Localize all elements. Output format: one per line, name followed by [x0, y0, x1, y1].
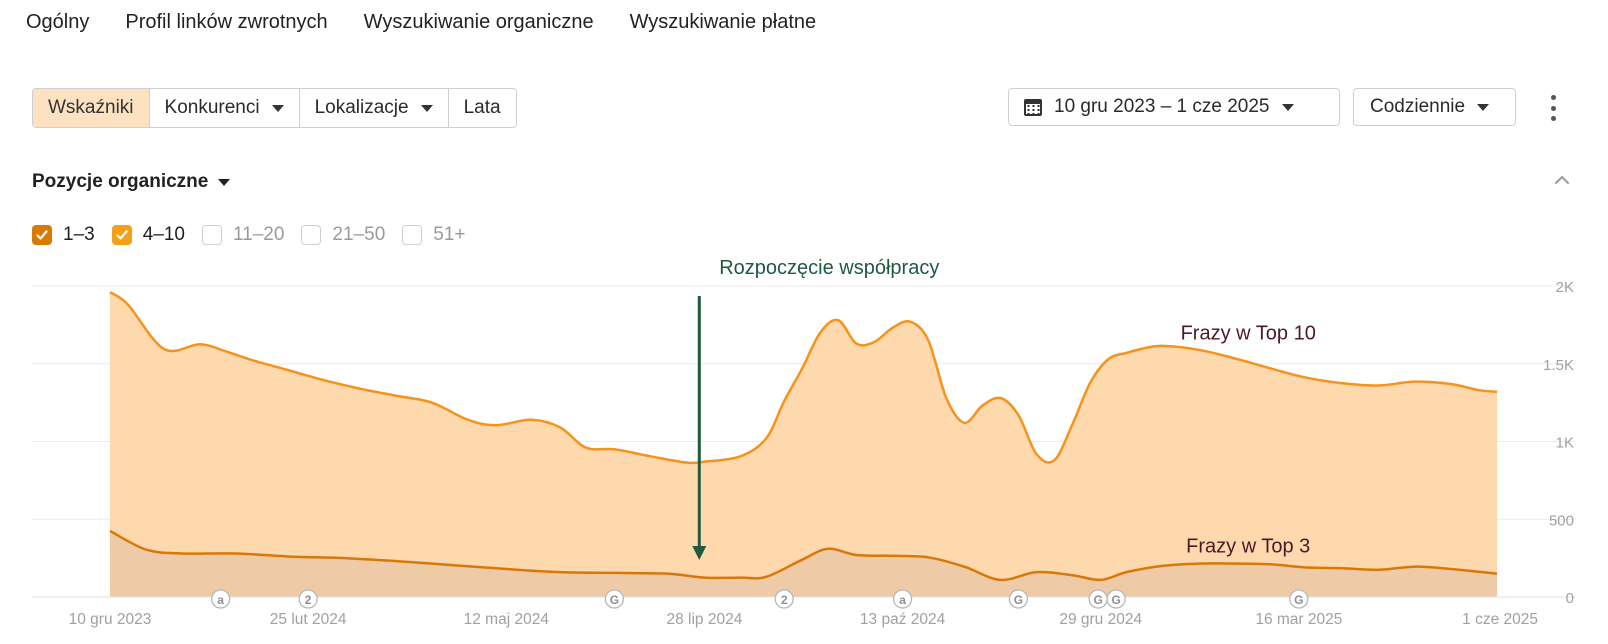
- tab-profil-linkow[interactable]: Profil linków zwrotnych: [125, 11, 328, 33]
- date-range-label: 10 gru 2023 – 1 cze 2025: [1054, 96, 1270, 117]
- section-title: Pozycje organiczne: [32, 171, 209, 192]
- caret-down-icon: [1281, 103, 1294, 111]
- segment-konkurenci-label: Konkurenci: [164, 97, 260, 118]
- event-marker: [604, 589, 625, 609]
- series-legend: 1–3 4–10 11–20 21–50 51+: [32, 224, 483, 246]
- y-tick-label: 1K: [1556, 435, 1574, 452]
- section-title-dropdown[interactable]: Pozycje organiczne: [32, 171, 231, 193]
- series-line-1-3: [109, 529, 1498, 582]
- date-range-button[interactable]: 10 gru 2023 – 1 cze 2025: [1008, 88, 1340, 126]
- legend-label-11-20: 11–20: [232, 224, 285, 245]
- x-tick-label: 25 lut 2024: [270, 611, 347, 628]
- segment-lata[interactable]: Lata: [447, 89, 516, 127]
- legend-label-21-50: 21–50: [332, 224, 386, 245]
- organic-positions-chart: 2K 1.5K 1K 500 0 10 gru 2023 25 lut 2024 12 maj…: [32, 257, 1576, 628]
- y-tick-label: 500: [1549, 512, 1574, 529]
- area-fill-4-10: [110, 292, 1497, 597]
- legend-label-4-10: 4–10: [142, 224, 185, 245]
- segment-lata-label: Lata: [463, 97, 501, 118]
- tab-ogolny[interactable]: Ogólny: [26, 11, 90, 33]
- x-tick-label: 16 mar 2025: [1255, 611, 1342, 628]
- event-marker-glyph: G: [1111, 593, 1120, 607]
- series-label: Frazy w Top 10: [1181, 323, 1316, 345]
- legend-label-1-3: 1–3: [63, 224, 95, 245]
- event-marker: [211, 589, 231, 609]
- caret-down-icon: [271, 104, 284, 112]
- view-segment-control: Wskaźniki Konkurenci Lokalizacje Lata: [32, 88, 517, 128]
- checkbox-empty-icon: [402, 225, 423, 245]
- event-marker-glyph: G: [610, 593, 619, 607]
- caret-down-icon: [1477, 103, 1490, 111]
- checkbox-checked-icon: [111, 225, 132, 245]
- segment-wskazniki[interactable]: Wskaźniki: [33, 89, 149, 127]
- event-marker-glyph: G: [1294, 593, 1303, 607]
- y-tick-label: 1.5K: [1543, 357, 1574, 374]
- tab-wyszukiwanie-platne[interactable]: Wyszukiwanie płatne: [629, 11, 817, 33]
- legend-item-4-10[interactable]: 4–10: [111, 224, 185, 246]
- series-label: Frazy w Top 3: [1186, 536, 1310, 558]
- checkbox-empty-icon: [301, 225, 322, 245]
- event-marker: [1008, 589, 1029, 609]
- top-nav: Ogólny Profil linków zwrotnych Wyszukiwa…: [26, 10, 816, 34]
- x-tick-label: 10 gru 2023: [69, 611, 152, 628]
- more-options-icon[interactable]: [1548, 95, 1558, 121]
- frequency-label: Codziennie: [1370, 96, 1466, 117]
- annotation-label: Rozpoczęcie współpracy: [719, 257, 939, 279]
- checkbox-empty-icon: [201, 225, 222, 245]
- event-marker: [298, 589, 318, 609]
- caret-down-icon: [218, 178, 231, 186]
- calendar-icon: [1024, 98, 1042, 116]
- event-marker-glyph: a: [217, 593, 224, 607]
- series-line-4-10: [109, 291, 1498, 465]
- tab-wyszukiwanie-organiczne[interactable]: Wyszukiwanie organiczne: [363, 11, 594, 33]
- event-marker-glyph: 2: [781, 593, 788, 607]
- x-tick-label: 1 cze 2025: [1462, 611, 1538, 628]
- segment-lokalizacje[interactable]: Lokalizacje: [298, 89, 448, 127]
- legend-item-21-50[interactable]: 21–50: [301, 224, 385, 246]
- x-tick-label: 28 lip 2024: [667, 611, 743, 628]
- legend-item-51-plus[interactable]: 51+: [402, 224, 466, 246]
- legend-item-11-20[interactable]: 11–20: [201, 224, 285, 246]
- x-tick-label: 12 maj 2024: [464, 611, 550, 628]
- legend-label-51-plus: 51+: [433, 224, 466, 245]
- segment-wskazniki-label: Wskaźniki: [48, 97, 134, 118]
- event-marker: [1106, 589, 1126, 609]
- y-tick-label: 2K: [1556, 279, 1574, 296]
- event-marker-glyph: a: [899, 593, 906, 607]
- x-tick-label: 29 gru 2024: [1059, 611, 1142, 628]
- event-marker-glyph: 2: [305, 593, 312, 607]
- annotation-arrow-head: [692, 546, 707, 560]
- event-marker: [774, 589, 794, 609]
- event-marker-glyph: G: [1014, 593, 1023, 607]
- frequency-button[interactable]: Codziennie: [1353, 88, 1516, 126]
- chevron-up-icon[interactable]: [1554, 172, 1570, 188]
- y-tick-label: 0: [1566, 590, 1574, 607]
- segment-lokalizacje-label: Lokalizacje: [314, 97, 409, 118]
- event-marker-glyph: G: [1093, 593, 1102, 607]
- checkbox-checked-icon: [32, 225, 52, 245]
- area-fill-1-3: [110, 530, 1497, 597]
- segment-konkurenci[interactable]: Konkurenci: [148, 89, 299, 127]
- event-marker: [892, 589, 913, 609]
- caret-down-icon: [420, 104, 433, 112]
- event-marker: [1289, 589, 1309, 609]
- legend-item-1-3[interactable]: 1–3: [32, 224, 95, 246]
- x-tick-label: 13 paź 2024: [860, 611, 946, 628]
